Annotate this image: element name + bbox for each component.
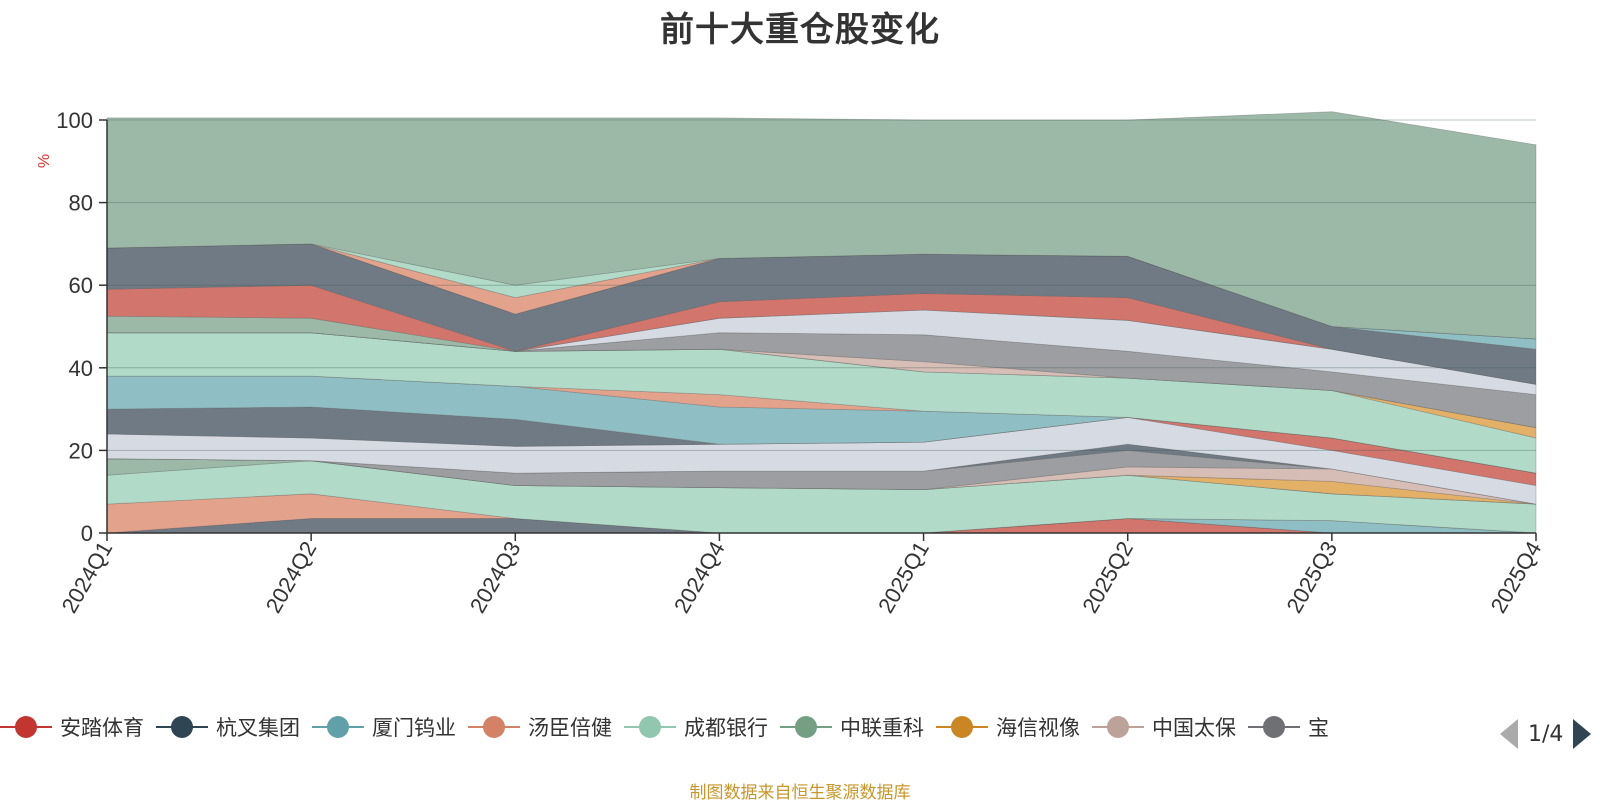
source-note: 制图数据来自恒生聚源数据库 <box>689 783 911 803</box>
legend-marker-icon <box>0 715 52 739</box>
legend-item[interactable]: 杭叉集团 <box>156 712 300 742</box>
legend-marker-icon <box>468 715 520 739</box>
legend-label: 海信视像 <box>996 716 1080 740</box>
x-tick-label: 2025Q1 <box>873 537 934 617</box>
legend-item[interactable]: 成都银行 <box>624 712 768 742</box>
y-tick-label: 100 <box>56 108 93 133</box>
y-tick-label: 40 <box>69 356 93 381</box>
legend-label: 汤臣倍健 <box>528 716 612 740</box>
area-series-26 <box>106 111 1537 340</box>
legend-page-indicator: 1/4 <box>1528 721 1564 747</box>
legend: 安踏体育 杭叉集团 厦门钨业 汤臣倍健 成都银行 中联重科 海信视像 中国太保 宝 <box>0 712 1470 752</box>
x-tick-label: 2025Q4 <box>1486 537 1547 617</box>
legend-label: 杭叉集团 <box>216 716 300 740</box>
legend-marker-icon <box>1092 715 1144 739</box>
area-layers <box>106 111 1537 534</box>
legend-marker-icon <box>780 715 832 739</box>
gridlines <box>107 119 1536 451</box>
chart-title: 前十大重仓股变化 <box>660 10 940 50</box>
legend-marker-icon <box>936 715 988 739</box>
legend-item[interactable]: 汤臣倍健 <box>468 712 612 742</box>
y-tick-label: 60 <box>69 273 93 298</box>
legend-marker-icon <box>624 715 676 739</box>
legend-prev-page-button[interactable] <box>1500 719 1518 749</box>
y-axis-label: % <box>36 154 53 168</box>
legend-label: 厦门钨业 <box>372 716 456 740</box>
legend-pager: 1/4 <box>1500 716 1592 752</box>
legend-label: 宝 <box>1308 716 1329 740</box>
legend-marker-icon <box>156 715 208 739</box>
legend-label: 中联重科 <box>840 716 924 740</box>
legend-item[interactable]: 中国太保 <box>1092 712 1236 742</box>
legend-label: 中国太保 <box>1152 716 1236 740</box>
legend-item[interactable]: 中联重科 <box>780 712 924 742</box>
legend-label: 成都银行 <box>684 716 768 740</box>
y-tick-label: 80 <box>69 191 93 216</box>
area-series-3 <box>106 493 1537 534</box>
legend-item[interactable]: 厦门钨业 <box>312 712 456 742</box>
x-tick-label: 2024Q2 <box>261 537 322 617</box>
x-tick-label: 2024Q3 <box>465 537 526 617</box>
x-tick-label: 2025Q3 <box>1281 537 1342 617</box>
legend-marker-icon <box>312 715 364 739</box>
x-tick-label: 2024Q4 <box>669 537 730 617</box>
legend-item[interactable]: 安踏体育 <box>0 712 144 742</box>
x-tick-label: 2025Q2 <box>1077 537 1138 617</box>
legend-item[interactable]: 海信视像 <box>936 712 1080 742</box>
y-tick-label: 20 <box>69 438 93 463</box>
legend-marker-icon <box>1248 715 1300 739</box>
y-tick-label: 0 <box>81 521 93 546</box>
legend-item[interactable]: 宝 <box>1248 712 1329 742</box>
legend-next-page-button[interactable] <box>1573 719 1592 749</box>
legend-label: 安踏体育 <box>60 716 144 740</box>
x-tick-label: 2024Q1 <box>57 537 118 617</box>
